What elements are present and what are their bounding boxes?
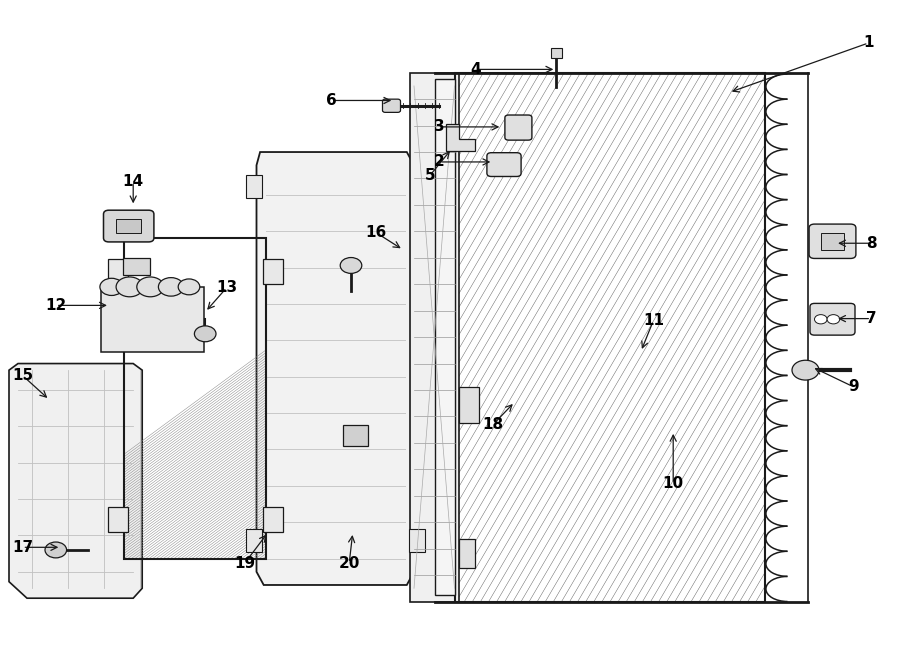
Bar — [246, 529, 262, 552]
Circle shape — [178, 279, 200, 295]
Circle shape — [340, 258, 362, 274]
Bar — [410, 73, 459, 602]
Text: 20: 20 — [338, 556, 360, 570]
Bar — [123, 258, 150, 275]
FancyBboxPatch shape — [104, 210, 154, 242]
Polygon shape — [446, 124, 475, 151]
Bar — [108, 507, 128, 532]
Bar — [116, 219, 141, 233]
Text: 1: 1 — [863, 36, 874, 50]
Circle shape — [158, 278, 184, 296]
Bar — [246, 175, 262, 198]
Text: 19: 19 — [234, 556, 256, 570]
Bar — [263, 259, 283, 284]
Text: 7: 7 — [866, 311, 877, 326]
Text: 14: 14 — [122, 175, 144, 189]
Circle shape — [45, 542, 67, 558]
Text: 18: 18 — [482, 417, 504, 432]
Polygon shape — [9, 364, 142, 598]
Polygon shape — [256, 152, 414, 585]
Bar — [459, 387, 479, 423]
Bar — [551, 48, 562, 58]
Text: 3: 3 — [434, 120, 445, 134]
Text: 4: 4 — [470, 62, 481, 77]
Bar — [821, 233, 844, 250]
Text: 9: 9 — [848, 379, 859, 394]
Text: 10: 10 — [662, 477, 684, 491]
FancyBboxPatch shape — [809, 224, 856, 258]
Text: 6: 6 — [326, 93, 337, 108]
Bar — [124, 238, 266, 559]
Text: 12: 12 — [45, 298, 67, 313]
Circle shape — [100, 278, 123, 295]
Circle shape — [814, 315, 827, 324]
Bar — [108, 259, 128, 284]
Circle shape — [116, 277, 143, 297]
FancyBboxPatch shape — [810, 303, 855, 335]
Bar — [454, 73, 765, 602]
Text: 15: 15 — [12, 368, 33, 383]
Bar — [409, 529, 425, 552]
Text: 8: 8 — [866, 236, 877, 251]
Text: 5: 5 — [425, 168, 436, 182]
Circle shape — [792, 360, 819, 380]
Bar — [263, 507, 283, 532]
Bar — [454, 73, 765, 602]
Circle shape — [827, 315, 840, 324]
Text: 11: 11 — [643, 313, 664, 328]
Bar — [435, 79, 454, 595]
Text: 13: 13 — [216, 280, 238, 295]
Circle shape — [194, 326, 216, 342]
FancyBboxPatch shape — [505, 115, 532, 140]
Text: 16: 16 — [365, 225, 387, 240]
Text: 17: 17 — [12, 540, 33, 555]
FancyBboxPatch shape — [382, 99, 400, 112]
Bar — [343, 425, 368, 446]
Bar — [124, 238, 266, 559]
Bar — [101, 287, 204, 352]
FancyBboxPatch shape — [487, 153, 521, 176]
Bar — [459, 539, 475, 568]
Circle shape — [137, 277, 164, 297]
Text: 2: 2 — [434, 155, 445, 169]
